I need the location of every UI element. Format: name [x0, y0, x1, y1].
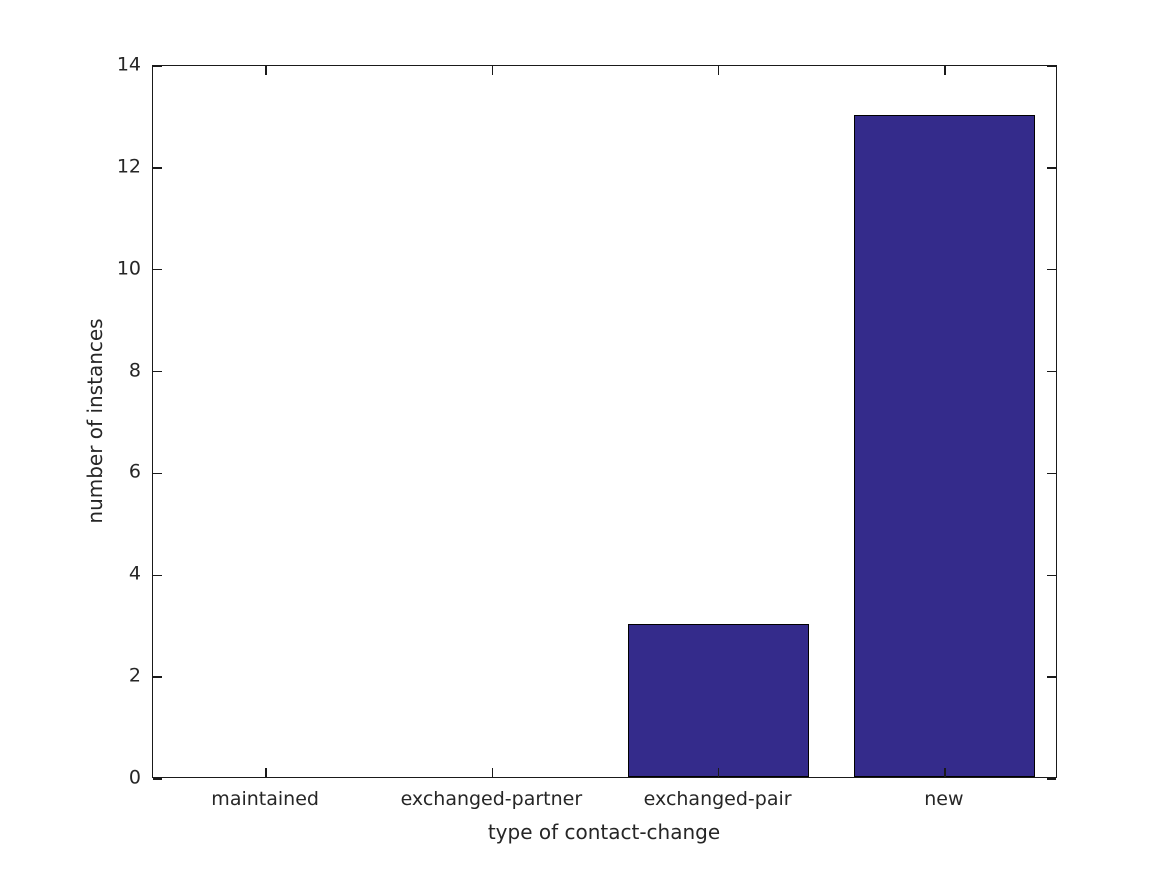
- y-tick-label-0: 0: [128, 766, 141, 789]
- x-tick-bottom-new: [944, 768, 946, 777]
- y-tick-label-10: 10: [116, 257, 141, 280]
- y-tick-left-12: [153, 167, 162, 169]
- y-tick-left-14: [153, 65, 162, 67]
- y-tick-left-0: [153, 778, 162, 780]
- y-tick-left-2: [153, 676, 162, 678]
- y-tick-left-6: [153, 472, 162, 475]
- x-tick-label-maintained: maintained: [211, 788, 319, 810]
- y-tick-label-2: 2: [128, 664, 141, 687]
- y-tick-label-8: 8: [128, 359, 141, 382]
- bar-new: [854, 114, 1036, 777]
- x-tick-bottom-maintained: [265, 768, 267, 777]
- y-axis-title: number of instances: [83, 318, 107, 524]
- y-tick-left-8: [153, 370, 162, 373]
- y-tick-label-14: 14: [116, 53, 141, 76]
- y-tick-left-4: [153, 574, 162, 576]
- bar-exchanged-pair: [628, 624, 810, 777]
- y-tick-right-14: [1047, 65, 1056, 67]
- x-axis-title: type of contact-change: [487, 820, 721, 844]
- y-tick-label-6: 6: [128, 460, 141, 483]
- y-tick-label-12: 12: [116, 155, 141, 178]
- x-tick-top-exchanged-pair: [717, 66, 720, 75]
- x-tick-label-exchanged-partner: exchanged-partner: [400, 788, 583, 810]
- y-tick-right-6: [1047, 472, 1056, 475]
- plot-area: [152, 65, 1057, 780]
- x-tick-label-new: new: [924, 788, 964, 810]
- x-tick-bottom-exchanged-partner: [491, 768, 494, 777]
- y-tick-right-10: [1047, 269, 1056, 271]
- x-tick-top-new: [944, 66, 946, 75]
- x-tick-label-exchanged-pair: exchanged-pair: [643, 788, 792, 810]
- y-tick-left-10: [153, 269, 162, 271]
- x-tick-top-exchanged-partner: [491, 66, 494, 75]
- x-tick-top-maintained: [265, 66, 267, 75]
- y-tick-label-4: 4: [128, 562, 141, 585]
- y-tick-right-8: [1047, 370, 1056, 373]
- x-tick-bottom-exchanged-pair: [717, 768, 720, 777]
- y-tick-right-12: [1047, 167, 1056, 169]
- y-tick-right-0: [1047, 778, 1056, 780]
- y-tick-right-2: [1047, 676, 1056, 678]
- y-tick-right-4: [1047, 574, 1056, 576]
